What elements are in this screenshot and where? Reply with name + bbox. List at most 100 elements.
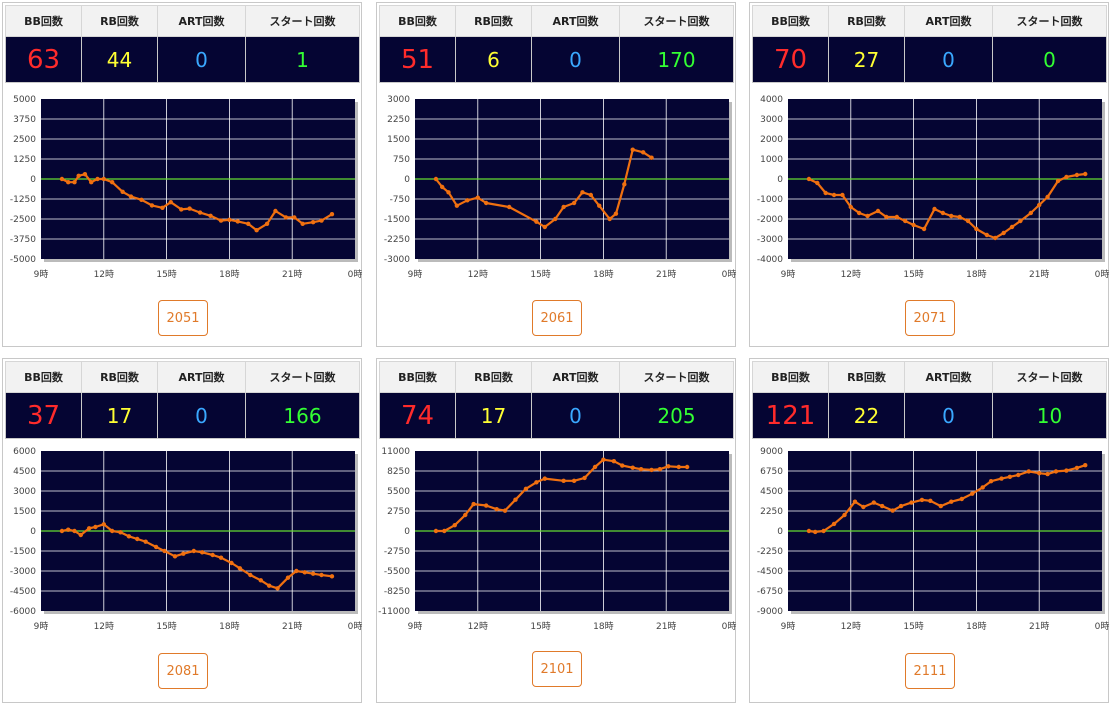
data-point	[856, 210, 862, 216]
data-point	[329, 212, 335, 217]
data-point	[601, 457, 606, 462]
x-tick-label: 15時	[903, 621, 923, 632]
art-count-value: 0	[904, 36, 993, 83]
data-point	[965, 218, 971, 224]
y-tick-label: -3750	[10, 235, 36, 245]
y-tick-label: -750	[390, 195, 411, 205]
x-tick-label: 12時	[841, 269, 861, 280]
art-count-header: ART回数	[157, 5, 246, 37]
machine-number-button[interactable]: 2051	[158, 300, 208, 336]
data-point	[561, 478, 566, 484]
x-tick-label: 18時	[593, 269, 613, 280]
art-count-header: ART回数	[904, 5, 993, 37]
art-count-header: ART回数	[904, 361, 993, 393]
x-tick-label: 21時	[1029, 269, 1049, 280]
data-point	[275, 586, 280, 591]
data-point	[101, 176, 107, 182]
y-tick-label: 1250	[13, 155, 36, 165]
data-point	[197, 210, 203, 215]
data-point	[319, 218, 324, 223]
art-count-value: 0	[157, 392, 246, 439]
x-tick-label: 0時	[722, 269, 737, 280]
x-tick-label: 9時	[34, 621, 49, 632]
art-count-header: ART回数	[157, 361, 246, 393]
bb-count-value: 63	[5, 36, 82, 83]
y-tick-label: -4500	[10, 587, 36, 597]
x-tick-label: 0時	[348, 621, 363, 632]
rb-count-value: 27	[828, 36, 905, 83]
data-point	[1083, 171, 1088, 177]
data-point	[649, 467, 654, 473]
data-point	[974, 226, 979, 232]
data-point	[454, 203, 460, 208]
bb-count-value: 51	[379, 36, 456, 83]
machine-number-button[interactable]: 2111	[905, 653, 955, 689]
data-point	[126, 534, 132, 539]
data-point	[483, 503, 489, 508]
data-point	[120, 189, 125, 194]
data-point	[95, 176, 100, 182]
y-tick-label: -6750	[757, 587, 783, 597]
data-point	[502, 508, 508, 513]
data-point	[561, 204, 566, 210]
art-count-value: 0	[904, 392, 993, 439]
data-point	[831, 521, 837, 527]
start-count-header: スタート回数	[992, 361, 1107, 393]
data-point	[300, 221, 305, 226]
data-point	[592, 464, 598, 470]
data-point	[118, 530, 123, 535]
x-tick-label: 9時	[408, 269, 423, 280]
machine-panel-2051: BB回数 RB回数 ART回数 スタート回数 63 44 0 1 5000 375…	[2, 2, 362, 347]
data-point	[597, 203, 602, 208]
y-tick-label: -4500	[757, 567, 783, 577]
bb-count-header: BB回数	[752, 5, 829, 37]
data-point	[292, 215, 297, 220]
stats-table: BB回数 RB回数 ART回数 スタート回数 70 27 0 0	[752, 5, 1107, 83]
data-point	[630, 465, 635, 470]
bb-count-header: BB回数	[379, 361, 456, 393]
y-tick-label: 0	[404, 527, 410, 537]
y-tick-label: -2250	[384, 235, 410, 245]
data-point	[465, 198, 470, 203]
machine-number-button[interactable]: 2071	[905, 300, 955, 336]
data-point	[928, 498, 933, 503]
data-point	[89, 180, 94, 185]
x-tick-label: 9時	[34, 269, 49, 280]
data-point	[852, 499, 858, 504]
x-tick-label: 9時	[781, 621, 796, 632]
machine-number-button[interactable]: 2061	[532, 300, 582, 336]
art-count-header: ART回数	[531, 361, 620, 393]
x-tick-label: 9時	[408, 621, 423, 632]
data-point	[940, 210, 946, 216]
machine-number-button[interactable]: 2081	[158, 653, 208, 689]
data-point	[640, 150, 646, 155]
art-count-header: ART回数	[531, 5, 620, 37]
y-tick-label: 5500	[387, 487, 410, 497]
start-count-value: 166	[245, 392, 360, 439]
data-point	[101, 522, 107, 527]
data-point	[1053, 469, 1059, 474]
data-point	[285, 575, 291, 580]
data-point	[1064, 174, 1069, 180]
machine-number-button[interactable]: 2101	[532, 651, 582, 687]
data-point	[542, 224, 547, 230]
data-point	[980, 485, 985, 490]
data-point	[949, 499, 954, 504]
data-point	[319, 572, 324, 578]
data-point	[1055, 178, 1061, 184]
data-point	[440, 184, 445, 190]
art-count-value: 0	[531, 392, 620, 439]
data-point	[921, 226, 927, 232]
data-point	[1045, 471, 1050, 477]
data-point	[494, 506, 499, 512]
start-count-header: スタート回数	[992, 5, 1107, 37]
x-tick-label: 0時	[722, 621, 737, 632]
data-point	[1026, 469, 1031, 474]
y-tick-label: -9000	[757, 607, 783, 617]
data-point	[984, 232, 990, 238]
x-tick-label: 12時	[468, 269, 488, 280]
x-tick-label: 18時	[966, 621, 986, 632]
y-tick-label: 750	[393, 155, 410, 165]
data-point	[884, 214, 889, 220]
data-point	[258, 578, 263, 583]
